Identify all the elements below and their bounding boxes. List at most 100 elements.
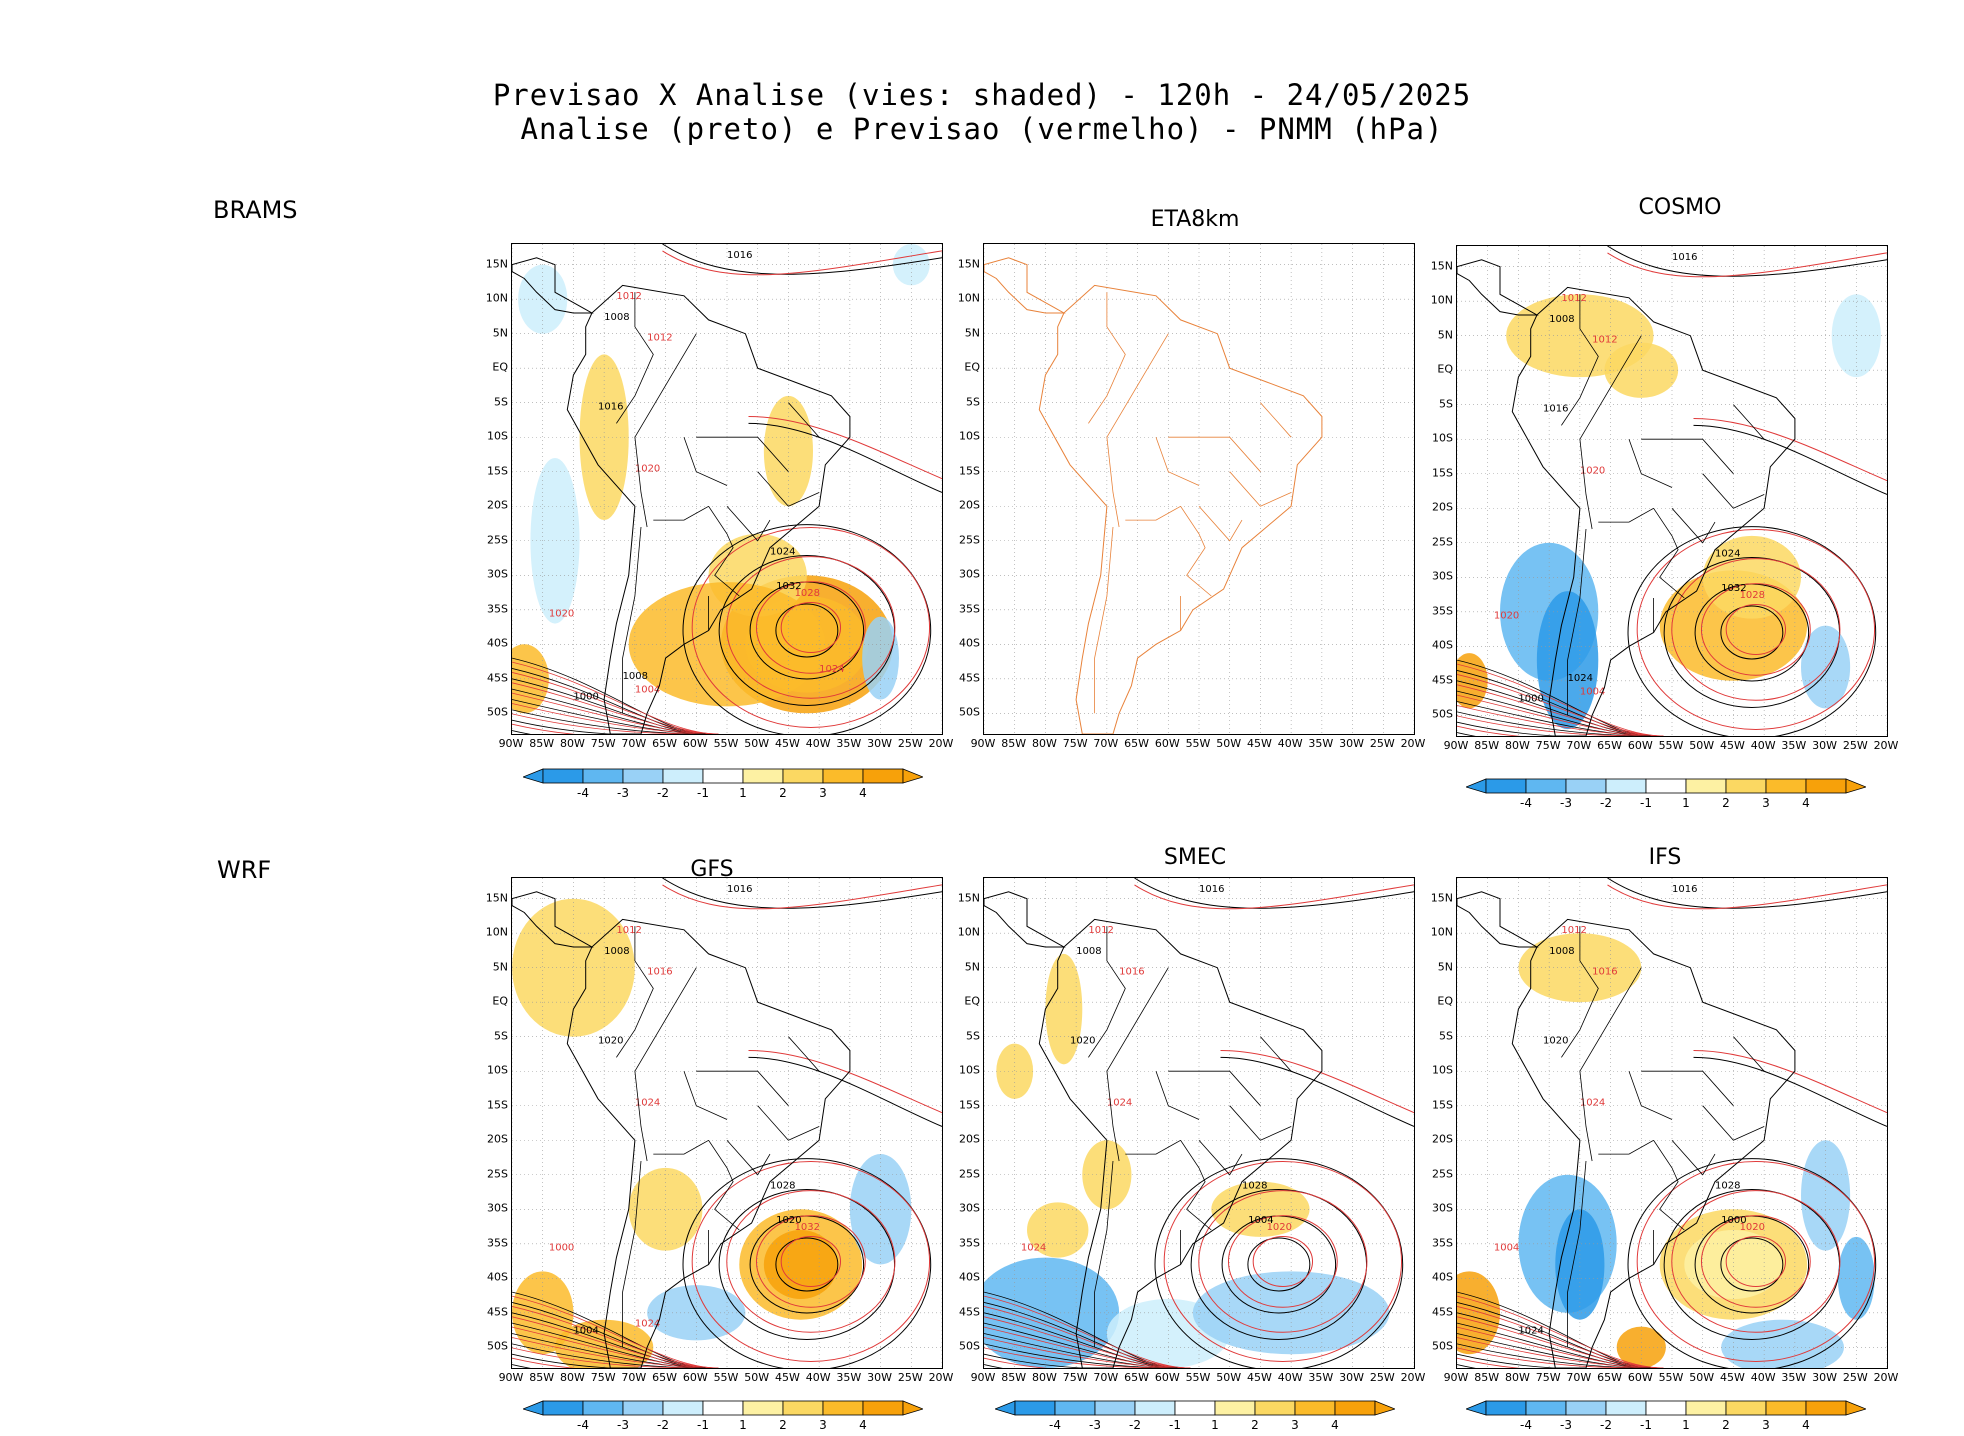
lat-axis-smec: 15N 10N 5N EQ 5S 10S 15S 20S 25S 30S 35S 40S 45S 50S xyxy=(942,877,980,1367)
lat-tick-label: 45S xyxy=(487,671,508,685)
lat-tick-label: 5N xyxy=(1437,328,1453,342)
isobar-label: 1020 xyxy=(1740,1222,1765,1233)
lat-tick-label: 10S xyxy=(959,429,980,443)
colorbar-swatch xyxy=(1685,778,1727,794)
lat-tick-label: 10N xyxy=(957,925,980,939)
isobar-label: 1000 xyxy=(1721,1215,1746,1226)
lat-tick-label: 15N xyxy=(957,891,980,905)
colorbar-swatch xyxy=(1485,778,1527,794)
bias-shading xyxy=(512,244,930,714)
isobar-label: 1032 xyxy=(776,581,801,592)
lon-tick-label: 80W xyxy=(559,737,585,750)
isobar-label: 1020 xyxy=(1070,1036,1095,1047)
isobar-label: 1024 xyxy=(1568,673,1593,684)
lat-tick-label: 30S xyxy=(487,1201,508,1215)
map-svg: 1016101210081016102010241028103210201000… xyxy=(512,878,942,1368)
isobar-label: 1008 xyxy=(1076,946,1101,957)
colorbar-swatch xyxy=(782,768,824,784)
colorbar-swatch xyxy=(1605,1400,1647,1416)
colorbar-ifs: -4 -3 -2 -1 1 2 3 4 xyxy=(1466,1400,1866,1436)
lon-tick-label: 40W xyxy=(1277,737,1303,750)
lon-tick-label: 50W xyxy=(1689,739,1715,752)
isobar-label: 1008 xyxy=(1549,946,1574,957)
lat-tick-label: 50S xyxy=(1432,707,1453,721)
lon-tick-label: 25W xyxy=(897,1371,923,1384)
colorbar-label: 1 xyxy=(1211,1418,1219,1432)
isobar-label: 1012 xyxy=(1088,925,1113,936)
lat-tick-label: 5S xyxy=(494,1029,508,1043)
colorbar-label: -2 xyxy=(1600,1418,1612,1432)
lon-tick-label: 60W xyxy=(1627,739,1653,752)
map-panel-ifs: 1016 1012 1008 1016 1020 1024 1028 1020 1000 1004… xyxy=(1456,877,1888,1369)
lat-tick-label: 15N xyxy=(1430,259,1453,273)
lon-tick-label: 80W xyxy=(1504,1371,1530,1384)
isobar-label: 1020 xyxy=(1543,1036,1568,1047)
isobar-label: 1000 xyxy=(549,1243,574,1254)
lon-tick-label: 65W xyxy=(652,737,677,750)
lon-tick-label: 25W xyxy=(1369,1371,1395,1384)
lon-tick-label: 35W xyxy=(1308,1371,1334,1384)
row-label-brams: BRAMS xyxy=(213,196,298,224)
lat-tick-label: EQ xyxy=(1437,994,1453,1008)
lat-tick-label: 50S xyxy=(959,705,980,719)
lat-tick-label: 40S xyxy=(487,1270,508,1284)
coastline xyxy=(512,257,851,734)
lat-tick-label: 5S xyxy=(966,395,980,409)
colorbar-swatch xyxy=(1054,1400,1096,1416)
lat-tick-label: 35S xyxy=(1432,604,1453,618)
lat-tick-label: EQ xyxy=(964,360,980,374)
isobar-label: 1020 xyxy=(776,1215,801,1226)
isobar-label: 1020 xyxy=(1494,611,1519,622)
lat-tick-label: 25S xyxy=(1432,535,1453,549)
coastline xyxy=(984,891,1323,1368)
colorbar-swatch xyxy=(1565,778,1607,794)
lat-tick-label: 15S xyxy=(1432,1098,1453,1112)
isobar-label: 1032 xyxy=(1721,583,1746,594)
isobar-label: 1028 xyxy=(795,588,820,599)
lon-tick-label: 60W xyxy=(1154,1371,1180,1384)
colorbar-swatch xyxy=(1805,1400,1847,1416)
lat-tick-label: 50S xyxy=(1432,1339,1453,1353)
colorbar-label: -2 xyxy=(657,1418,669,1432)
lon-tick-label: 45W xyxy=(1719,739,1745,752)
coastline xyxy=(512,891,851,1368)
lon-tick-label: 50W xyxy=(744,1371,770,1384)
isobar-label: 1000 xyxy=(1518,693,1543,704)
coastline xyxy=(984,257,1323,734)
figure-title-line1: Previsao X Analise (vies: shaded) - 120h… xyxy=(492,78,1472,112)
isobar-label: 1024 xyxy=(635,1098,660,1109)
lon-tick-label: 85W xyxy=(529,737,555,750)
lat-tick-label: 25S xyxy=(487,533,508,547)
map-panel-smec: 1016 1012 1008 1016 1020 1024 1028 1020 1004 1024 xyxy=(983,877,1415,1369)
isobar-label: 1016 xyxy=(598,402,623,413)
lat-tick-label: 5N xyxy=(492,960,508,974)
colorbar-swatch xyxy=(1685,1400,1727,1416)
lat-tick-label: 5S xyxy=(1439,397,1453,411)
lat-tick-label: 30S xyxy=(1432,1201,1453,1215)
grid-lines xyxy=(984,244,1414,734)
isobar-label: 1016 xyxy=(727,250,752,261)
colorbar-label: -1 xyxy=(697,786,709,800)
lat-tick-label: EQ xyxy=(492,360,508,374)
colorbar-label: 3 xyxy=(1762,796,1770,810)
lon-axis-ifs: 90W 85W 80W 75W 70W 65W 60W 55W 50W 45W 40W 35W 30W 2… xyxy=(1444,1371,1899,1387)
colorbar-swatch xyxy=(1094,1400,1136,1416)
lat-tick-label: 5S xyxy=(966,1029,980,1043)
lon-tick-label: 40W xyxy=(805,737,831,750)
colorbar-label: -3 xyxy=(1089,1418,1101,1432)
lon-tick-label: 60W xyxy=(1154,737,1180,750)
lat-tick-label: 15N xyxy=(485,891,508,905)
lat-tick-label: 15N xyxy=(485,257,508,271)
map-panel-brams: 1016 1012 1008 1012 1016 1020 1024 1028 1032 1020… xyxy=(511,243,943,735)
colorbar-label: -1 xyxy=(697,1418,709,1432)
isobar-label: 1008 xyxy=(604,312,629,323)
lon-tick-label: 65W xyxy=(1597,739,1622,752)
colorbar-swatch xyxy=(1485,1400,1527,1416)
lat-tick-label: 35S xyxy=(487,1236,508,1250)
colorbar-label: 1 xyxy=(1682,1418,1690,1432)
lon-tick-label: 70W xyxy=(621,1371,647,1384)
lon-tick-label: 50W xyxy=(1216,1371,1242,1384)
isobar-label: 1016 xyxy=(1672,252,1697,263)
lon-tick-label: 45W xyxy=(1246,1371,1272,1384)
